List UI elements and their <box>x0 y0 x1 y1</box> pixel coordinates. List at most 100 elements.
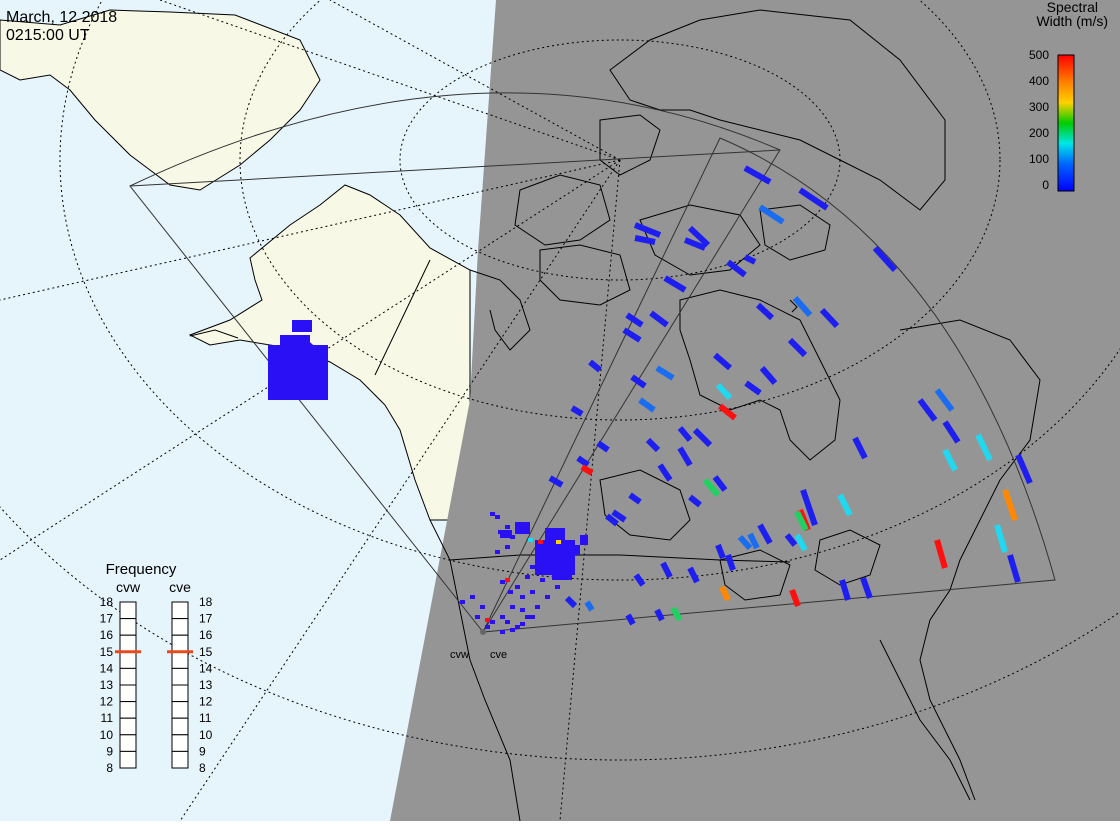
frequency-tick-label: 13 <box>100 678 114 692</box>
echo-mark <box>292 320 312 332</box>
echo-mark <box>490 512 495 516</box>
echo-mark <box>628 492 642 505</box>
echo-mark <box>726 259 747 278</box>
echo-mark <box>819 307 840 329</box>
colorbar-tick-label: 400 <box>1029 74 1049 88</box>
echo-mark <box>670 606 683 622</box>
echo-mark <box>683 237 707 251</box>
frequency-tick-label: 16 <box>199 628 213 642</box>
echo-mark <box>789 588 801 608</box>
echo-mark <box>570 405 584 417</box>
echo-mark <box>500 615 505 619</box>
echo-mark <box>715 382 733 401</box>
echo-mark <box>687 566 700 584</box>
echo-mark <box>485 618 490 622</box>
radar-site-marker <box>480 629 486 635</box>
echo-mark <box>580 535 588 545</box>
echo-mark <box>580 464 594 476</box>
frequency-tick-label: 9 <box>106 744 113 758</box>
echo-mark <box>794 533 808 552</box>
echo-mark <box>505 525 510 529</box>
frequency-cell <box>171 750 189 769</box>
echo-mark <box>712 475 728 492</box>
frequency-tick-label: 10 <box>100 728 114 742</box>
frequency-cell <box>171 651 189 669</box>
echo-mark <box>545 528 565 543</box>
frequency-cell <box>119 701 137 719</box>
echo-mark <box>1007 554 1021 583</box>
echo-mark <box>758 204 785 225</box>
alaska-yukon-landmass <box>188 184 471 521</box>
echo-mark <box>638 397 656 413</box>
aleutian-chain <box>189 329 239 339</box>
frequency-cell <box>171 601 189 620</box>
colorbar-title-1: Spectral <box>1047 0 1098 15</box>
echo-mark <box>688 494 702 508</box>
echo-mark <box>596 440 610 453</box>
echo-mark <box>634 235 656 245</box>
date-label: March, 12 2018 <box>6 9 117 26</box>
echo-mark <box>495 550 500 554</box>
echo-mark <box>994 524 1008 553</box>
echo-mark <box>657 463 673 482</box>
frequency-radar-label-cvw: cvw <box>116 579 141 595</box>
echo-mark <box>934 539 948 569</box>
frequency-tick-label: 15 <box>100 645 114 659</box>
frequency-tick-label: 14 <box>199 661 213 675</box>
echo-mark <box>470 595 475 599</box>
colorbar-tick-label: 100 <box>1029 152 1049 166</box>
frequency-column-cve: 18 17 16 15 14 13 12 11 10 9 8 <box>167 595 213 775</box>
frequency-tick-label: 17 <box>199 612 213 626</box>
frequency-tick-label: 18 <box>199 595 213 609</box>
frequency-tick-label: 8 <box>106 761 113 775</box>
radar-site-label-cve: cve <box>490 649 507 661</box>
frequency-tick-label: 11 <box>199 711 212 725</box>
colorbar-tick-label: 200 <box>1029 126 1049 140</box>
echo-mark <box>934 388 955 412</box>
frequency-cell <box>171 634 189 653</box>
echo-mark <box>942 448 958 472</box>
echo-mark <box>942 420 961 444</box>
echo-mark <box>633 573 646 587</box>
echo-mark <box>660 561 673 579</box>
echo-mark <box>837 493 853 517</box>
frequency-radar-label-cve: cve <box>169 579 191 595</box>
echo-mark <box>649 310 669 328</box>
echo-mark <box>515 585 520 589</box>
frequency-cell <box>119 634 137 653</box>
frequency-cell <box>171 618 189 636</box>
echo-mark <box>576 455 590 468</box>
echo-mark <box>839 579 851 601</box>
echo-mark <box>917 398 938 422</box>
echo-mark <box>744 380 762 396</box>
colorbar: Spectral Width (m/s) 500 400 300 200 100 0 <box>1029 0 1108 192</box>
frequency-tick-label: 11 <box>101 711 114 725</box>
echo-mark <box>654 608 665 622</box>
frequency-title: Frequency <box>106 561 177 578</box>
echo-mark <box>692 427 713 448</box>
echo-mark <box>510 535 515 539</box>
echo-mark <box>538 540 543 544</box>
echo-mark <box>525 615 530 619</box>
echo-mark <box>725 554 736 571</box>
frequency-cell <box>171 734 189 752</box>
echo-mark <box>743 165 772 185</box>
echo-mark <box>530 565 535 569</box>
echo-mark <box>530 590 535 594</box>
radar-site-label-cvw: cvw <box>450 649 469 661</box>
frequency-tick-label: 16 <box>100 628 114 642</box>
echo-mark <box>485 625 490 629</box>
frequency-tick-label: 13 <box>199 678 213 692</box>
colorbar-tick-label: 500 <box>1029 48 1049 62</box>
time-label: 0215:00 UT <box>6 27 90 44</box>
echo-mark <box>975 433 993 462</box>
echo-mark <box>535 540 575 575</box>
echo-mark <box>520 622 525 626</box>
echo-mark <box>508 590 513 594</box>
frequency-cell <box>119 684 137 703</box>
frequency-tick-label: 9 <box>199 744 206 758</box>
echo-mark <box>552 570 572 580</box>
echo-mark <box>800 489 818 526</box>
echo-mark <box>530 615 535 619</box>
